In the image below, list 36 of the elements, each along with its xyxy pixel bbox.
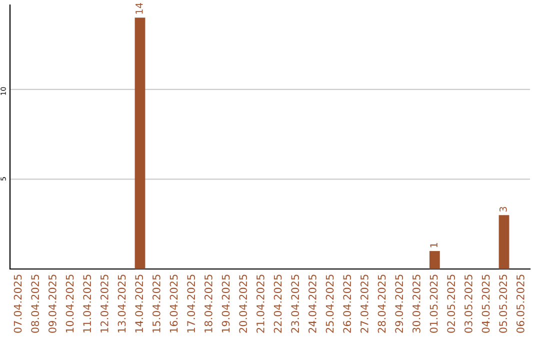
- data-label: 1: [430, 242, 438, 248]
- x-tick-label: 22.04.2025: [274, 274, 282, 333]
- x-tick-label: 23.04.2025: [291, 274, 300, 333]
- x-tick-label: 03.05.2025: [464, 274, 472, 333]
- x-tick-label: 02.05.2025: [447, 274, 456, 333]
- x-tick-label: 18.04.2025: [204, 274, 212, 332]
- x-tick-label: 11.04.2025: [83, 274, 92, 332]
- bar: [429, 251, 440, 269]
- x-tick-label: 17.04.2025: [187, 274, 196, 332]
- x-tick-label: 21.04.2025: [256, 274, 264, 333]
- x-tick-label: 12.04.2025: [100, 274, 108, 332]
- x-tick-label: 16.04.2025: [170, 274, 178, 332]
- x-tick-label: 13.04.2025: [118, 274, 126, 332]
- x-tick-label: 08.04.2025: [31, 274, 40, 333]
- bar: [134, 18, 146, 269]
- x-tick-label: 28.04.2025: [378, 274, 386, 333]
- x-tick-label: 19.04.2025: [222, 274, 230, 332]
- x-tick-label: 04.05.2025: [482, 274, 490, 333]
- data-label: 3: [499, 206, 507, 212]
- x-tick-label: 06.05.2025: [516, 274, 524, 333]
- x-tick-label: 15.04.2025: [152, 274, 160, 332]
- x-tick-label: 09.04.2025: [48, 274, 56, 333]
- x-tick-label: 30.04.2025: [412, 274, 420, 333]
- data-label: 14: [136, 2, 143, 14]
- x-tick-label: 07.04.2025: [14, 274, 22, 333]
- x-tick-label: 29.04.2025: [395, 274, 404, 333]
- x-tick-label: 27.04.2025: [360, 274, 368, 333]
- x-tick-label: 10.04.2025: [66, 274, 74, 332]
- x-tick-label: 20.04.2025: [239, 274, 248, 333]
- x-tick-label: 26.04.2025: [343, 274, 352, 333]
- x-tick-label: 14.04.2025: [135, 274, 144, 332]
- bar: [498, 215, 510, 269]
- x-tick-label: 05.05.2025: [499, 274, 508, 333]
- x-tick-label: 25.04.2025: [326, 274, 334, 333]
- x-tick-label: 01.05.2025: [430, 274, 438, 333]
- x-tick-label: 24.04.2025: [308, 274, 316, 333]
